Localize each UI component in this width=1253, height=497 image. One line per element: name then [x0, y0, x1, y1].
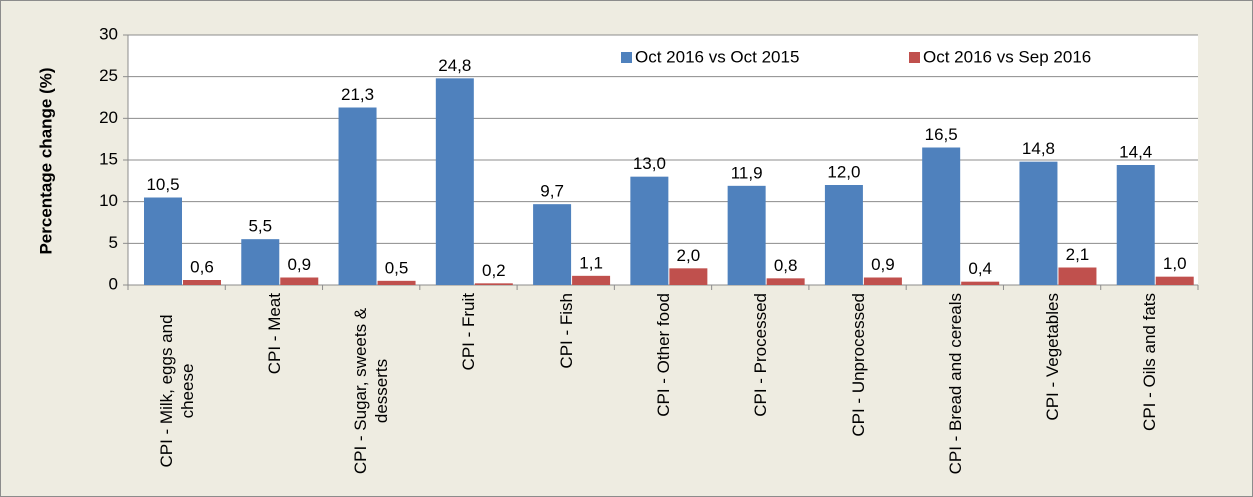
bar	[824, 185, 863, 285]
y-tick-label: 5	[109, 233, 118, 252]
value-label: 1,0	[1163, 254, 1187, 273]
value-label: 5,5	[248, 217, 272, 236]
x-tick-text: CPI - Fruit	[458, 293, 478, 371]
value-label: 0,8	[774, 256, 798, 275]
value-label: 0,9	[871, 255, 895, 274]
x-tick-label: CPI - Oils and fats	[1103, 293, 1195, 493]
bar	[863, 277, 902, 285]
value-label: 12,0	[827, 162, 860, 181]
bar	[338, 107, 377, 285]
value-label: 2,0	[677, 246, 701, 265]
bar	[1019, 161, 1058, 285]
legend-label: Oct 2016 vs Sep 2016	[923, 47, 1091, 66]
value-label: 0,6	[190, 257, 214, 276]
y-tick-label: 20	[99, 108, 118, 127]
value-label: 21,3	[341, 85, 374, 104]
x-tick-text: CPI - Other food	[653, 293, 673, 417]
x-tick-label: CPI - Processed	[714, 293, 806, 493]
bar	[1116, 165, 1155, 285]
x-tick-text: CPI - Vegetables	[1042, 293, 1062, 421]
x-tick-label: CPI - Sugar, sweets & desserts	[325, 293, 417, 493]
x-tick-label: CPI - Bread and cereals	[909, 293, 1001, 493]
value-label: 11,9	[731, 163, 763, 182]
value-label: 16,5	[925, 125, 958, 144]
x-tick-text: CPI - Bread and cereals	[945, 293, 965, 475]
y-tick-label: 25	[99, 66, 118, 85]
x-tick-label: CPI - Fruit	[422, 293, 514, 493]
value-label: 0,5	[385, 258, 409, 277]
value-label: 2,1	[1066, 245, 1090, 264]
y-tick-label: 0	[109, 274, 118, 293]
value-label: 9,7	[540, 182, 564, 201]
x-tick-label: CPI - Milk, eggs and cheese	[131, 293, 223, 493]
bar	[630, 176, 669, 285]
x-tick-text: CPI - Meat	[264, 293, 284, 375]
x-tick-text: CPI - Fish	[556, 293, 576, 369]
value-label: 13,0	[633, 154, 666, 173]
bar	[727, 185, 766, 285]
bar	[183, 280, 221, 285]
y-tick-label: 15	[99, 149, 118, 168]
value-label: 0,2	[482, 261, 506, 280]
bar	[144, 197, 182, 285]
legend-label: Oct 2016 vs Oct 2015	[635, 47, 799, 66]
value-label: 14,4	[1119, 142, 1152, 161]
value-label: 14,8	[1022, 139, 1055, 158]
x-tick-label: CPI - Other food	[617, 293, 709, 493]
bar	[961, 281, 1000, 285]
value-label: 10,5	[146, 175, 179, 194]
bar	[435, 78, 474, 285]
bar	[280, 277, 319, 285]
bar	[572, 275, 611, 285]
x-tick-text: CPI - Oils and fats	[1139, 293, 1159, 431]
legend-swatch	[909, 52, 920, 63]
bar	[669, 268, 708, 285]
bar	[377, 280, 416, 285]
legend-swatch	[621, 52, 632, 63]
bar	[922, 147, 961, 285]
bar	[766, 278, 805, 285]
value-label: 24,8	[438, 56, 471, 75]
bar	[533, 204, 572, 285]
bar	[1155, 276, 1194, 285]
value-label: 0,9	[287, 255, 311, 274]
y-tick-label: 10	[99, 191, 118, 210]
x-tick-label: CPI - Meat	[228, 293, 320, 493]
x-tick-text: CPI - Sugar, sweets & desserts	[351, 307, 392, 475]
bar	[1058, 267, 1097, 285]
x-tick-text: CPI - Milk, eggs and cheese	[156, 314, 197, 468]
y-axis-label: Percentage change (%)	[36, 67, 55, 254]
x-tick-label: CPI - Fish	[520, 293, 612, 493]
value-label: 0,4	[968, 259, 992, 278]
x-tick-label: CPI - Unprocessed	[812, 293, 904, 493]
bar	[241, 239, 280, 285]
y-tick-label: 30	[99, 24, 118, 43]
x-tick-text: CPI - Unprocessed	[848, 293, 868, 437]
bar	[474, 283, 513, 285]
x-tick-label: CPI - Vegetables	[1006, 293, 1098, 493]
value-label: 1,1	[579, 253, 603, 272]
x-tick-text: CPI - Processed	[750, 293, 770, 417]
